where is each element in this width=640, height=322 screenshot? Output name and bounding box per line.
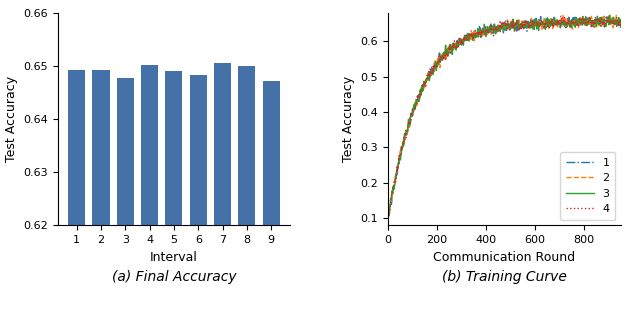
2 <box>433 61 441 65</box>
X-axis label: Communication Round: Communication Round <box>433 251 575 264</box>
Line: 1: 1 <box>388 16 621 217</box>
1 <box>617 19 625 23</box>
Bar <box>141 65 158 322</box>
3 <box>487 30 495 34</box>
4 <box>582 22 589 25</box>
4 <box>583 19 591 23</box>
2 <box>559 19 566 23</box>
1 <box>537 14 545 18</box>
4 <box>604 14 612 18</box>
3 <box>582 19 589 23</box>
3 <box>384 218 392 222</box>
2 <box>612 14 620 17</box>
1 <box>487 23 495 27</box>
4 <box>384 220 392 224</box>
2 <box>582 23 589 26</box>
Text: (b) Training Curve: (b) Training Curve <box>442 270 567 284</box>
Bar <box>117 78 134 322</box>
Bar <box>214 63 231 322</box>
2 <box>438 57 445 61</box>
2 <box>583 16 591 20</box>
Legend: 1, 2, 3, 4: 1, 2, 3, 4 <box>561 152 615 220</box>
Line: 3: 3 <box>388 15 621 220</box>
Line: 4: 4 <box>388 16 621 222</box>
2 <box>487 30 495 33</box>
3 <box>606 13 614 17</box>
X-axis label: Interval: Interval <box>150 251 198 264</box>
4 <box>438 57 445 61</box>
1 <box>433 59 441 63</box>
1 <box>559 21 566 25</box>
2 <box>617 17 625 21</box>
1 <box>582 19 589 23</box>
Bar <box>239 66 255 322</box>
Text: (a) Final Accuracy: (a) Final Accuracy <box>111 270 236 284</box>
4 <box>433 62 441 65</box>
Bar <box>68 70 85 322</box>
Y-axis label: Test Accuracy: Test Accuracy <box>342 76 355 162</box>
4 <box>487 23 495 27</box>
3 <box>438 55 445 59</box>
Bar <box>190 75 207 322</box>
3 <box>617 25 625 29</box>
1 <box>438 57 445 61</box>
4 <box>617 19 625 23</box>
1 <box>584 16 591 20</box>
2 <box>384 220 392 224</box>
Line: 2: 2 <box>388 15 621 222</box>
Y-axis label: Test Accuracy: Test Accuracy <box>4 76 17 162</box>
3 <box>583 22 591 25</box>
3 <box>559 21 566 24</box>
1 <box>384 215 392 219</box>
Bar <box>93 70 109 322</box>
4 <box>559 19 566 23</box>
Bar <box>263 81 280 322</box>
3 <box>433 64 441 68</box>
Bar <box>166 71 182 322</box>
